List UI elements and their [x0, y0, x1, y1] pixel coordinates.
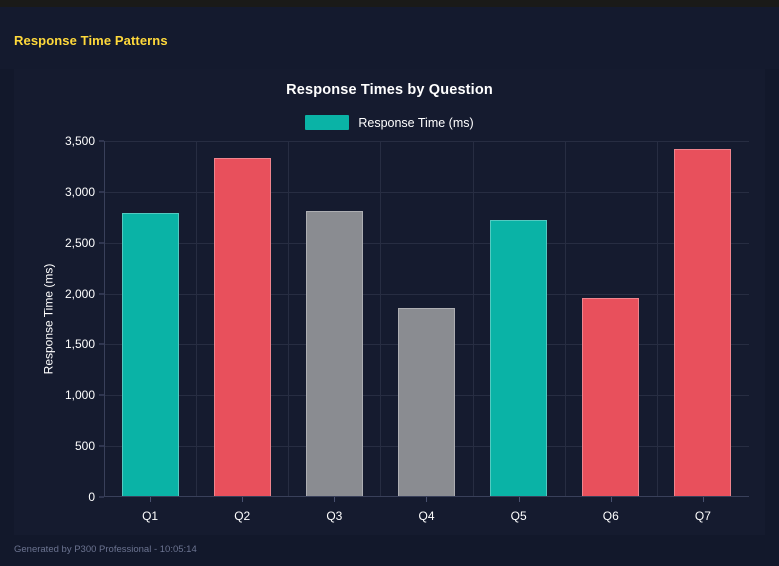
- x-axis-tick-mark: [150, 497, 152, 502]
- x-axis-label-q6: Q6: [565, 497, 657, 523]
- y-axis-tick-label: 1,500: [64, 337, 95, 352]
- chart-card: Response Times by Question Response Time…: [14, 69, 765, 535]
- chart-legend: Response Time (ms): [14, 115, 765, 130]
- bar-slot: [104, 141, 196, 497]
- x-axis-labels: Q1 Q2 Q3 Q4 Q5 Q6 Q7: [104, 497, 749, 523]
- gridline-vertical: [288, 141, 290, 497]
- bar-slot: [380, 141, 472, 497]
- bar-slot: [288, 141, 380, 497]
- page-title: Response Time Patterns: [14, 33, 168, 48]
- y-axis-tick-label: 3,500: [64, 134, 95, 148]
- bar-series: [104, 141, 749, 497]
- gridline-vertical: [656, 141, 658, 497]
- gridline-horizontal: [104, 242, 749, 244]
- gridline-horizontal: [104, 191, 749, 193]
- y-axis-tick-mark: [99, 242, 104, 244]
- bar-q6[interactable]: [582, 297, 640, 497]
- gridline-vertical: [564, 141, 566, 497]
- y-axis-tick-mark: [99, 394, 104, 396]
- gridline-vertical: [472, 141, 474, 497]
- gridline-horizontal: [104, 293, 749, 295]
- page-footer: Generated by P300 Professional - 10:05:1…: [0, 535, 779, 566]
- x-axis-tick-mark: [334, 497, 336, 502]
- bar-q5[interactable]: [490, 220, 548, 497]
- y-axis-tick-label: 1,000: [64, 388, 95, 403]
- plot-area: 0 500 1,000 1,500 2,000 2,500 3,000 3,500: [65, 134, 749, 504]
- y-axis-title: Response Time (ms): [40, 141, 56, 497]
- bar-q2[interactable]: [213, 157, 271, 497]
- y-axis-line: [104, 141, 105, 497]
- x-axis-label-q1: Q1: [104, 497, 196, 523]
- y-axis-tick-mark: [99, 496, 104, 498]
- gridline-horizontal: [104, 141, 749, 142]
- gridline-vertical: [380, 141, 382, 497]
- bar-slot: [196, 141, 288, 497]
- x-axis-line: [104, 496, 749, 497]
- y-axis-tick-mark: [99, 293, 104, 295]
- page-header: Response Time Patterns: [0, 7, 779, 69]
- y-axis-tick-mark: [99, 445, 104, 447]
- y-axis-title-text: Response Time (ms): [41, 263, 56, 375]
- x-axis-label-q5: Q5: [473, 497, 565, 523]
- x-axis-label-q7: Q7: [657, 497, 749, 523]
- y-axis-tick-label: 2,500: [64, 235, 95, 250]
- bar-q1[interactable]: [121, 213, 179, 497]
- x-axis-label-q3: Q3: [288, 497, 380, 523]
- legend-label: Response Time (ms): [358, 115, 474, 130]
- bar-slot: [473, 141, 565, 497]
- bar-q7[interactable]: [674, 149, 732, 497]
- bar-slot: [565, 141, 657, 497]
- window-top-strip: [0, 0, 779, 7]
- y-axis-tick-label: 500: [74, 439, 95, 454]
- y-axis-tick-label: 0: [88, 490, 95, 504]
- y-axis-tick-mark: [99, 343, 104, 345]
- x-axis-tick-mark: [702, 497, 704, 502]
- footer-text: Generated by P300 Professional - 10:05:1…: [14, 544, 197, 555]
- legend-swatch-icon: [305, 115, 350, 130]
- y-axis-tick-label: 3,000: [64, 184, 95, 199]
- legend-item-response-time[interactable]: Response Time (ms): [305, 115, 474, 130]
- y-axis-tick-mark: [99, 140, 104, 142]
- x-axis-tick-mark: [518, 497, 520, 502]
- y-axis-tick-label: 2,000: [64, 286, 95, 301]
- bar-slot: [657, 141, 749, 497]
- x-axis-tick-mark: [426, 497, 428, 502]
- x-axis-tick-mark: [242, 497, 244, 502]
- chart-title: Response Times by Question: [286, 82, 493, 98]
- x-axis-label-q4: Q4: [380, 497, 472, 523]
- x-axis-tick-mark: [610, 497, 612, 502]
- gridline-vertical: [196, 141, 198, 497]
- bar-q4[interactable]: [397, 307, 456, 497]
- y-axis-tick-mark: [99, 191, 104, 193]
- bar-q3[interactable]: [305, 211, 363, 497]
- x-axis-label-q2: Q2: [196, 497, 288, 523]
